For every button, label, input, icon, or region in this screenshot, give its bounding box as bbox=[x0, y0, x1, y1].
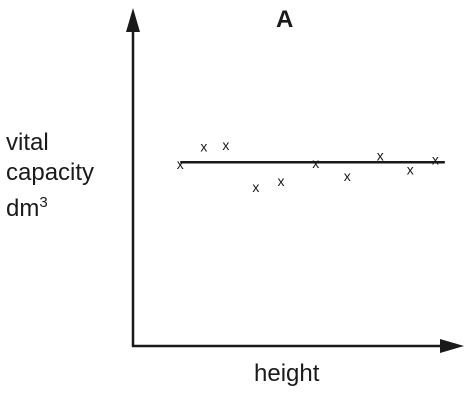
data-point-9: x bbox=[407, 162, 414, 178]
y-axis-label-line1: vital bbox=[6, 129, 49, 156]
x-axis-arrowhead bbox=[440, 339, 464, 353]
data-point-10: x bbox=[432, 151, 439, 167]
data-point-7: x bbox=[344, 168, 351, 184]
data-point-8: x bbox=[377, 147, 384, 163]
y-axis-label-line2: capacity bbox=[6, 159, 95, 186]
data-point-1: x bbox=[177, 156, 184, 172]
y-axis-unit-base: dm bbox=[6, 195, 40, 222]
chart-title: A bbox=[276, 6, 294, 33]
data-point-4: x bbox=[252, 179, 259, 195]
data-point-2: x bbox=[200, 139, 207, 155]
y-axis-unit-superscript: 3 bbox=[39, 194, 48, 211]
y-axis-arrowhead bbox=[126, 8, 140, 32]
x-axis-label: height bbox=[254, 360, 320, 387]
data-point-6: x bbox=[312, 155, 319, 171]
data-point-3: x bbox=[222, 137, 229, 153]
y-axis-label-unit: dm3 bbox=[6, 188, 94, 224]
y-axis-label: vital capacity dm3 bbox=[6, 128, 94, 224]
data-point-5: x bbox=[278, 173, 285, 189]
